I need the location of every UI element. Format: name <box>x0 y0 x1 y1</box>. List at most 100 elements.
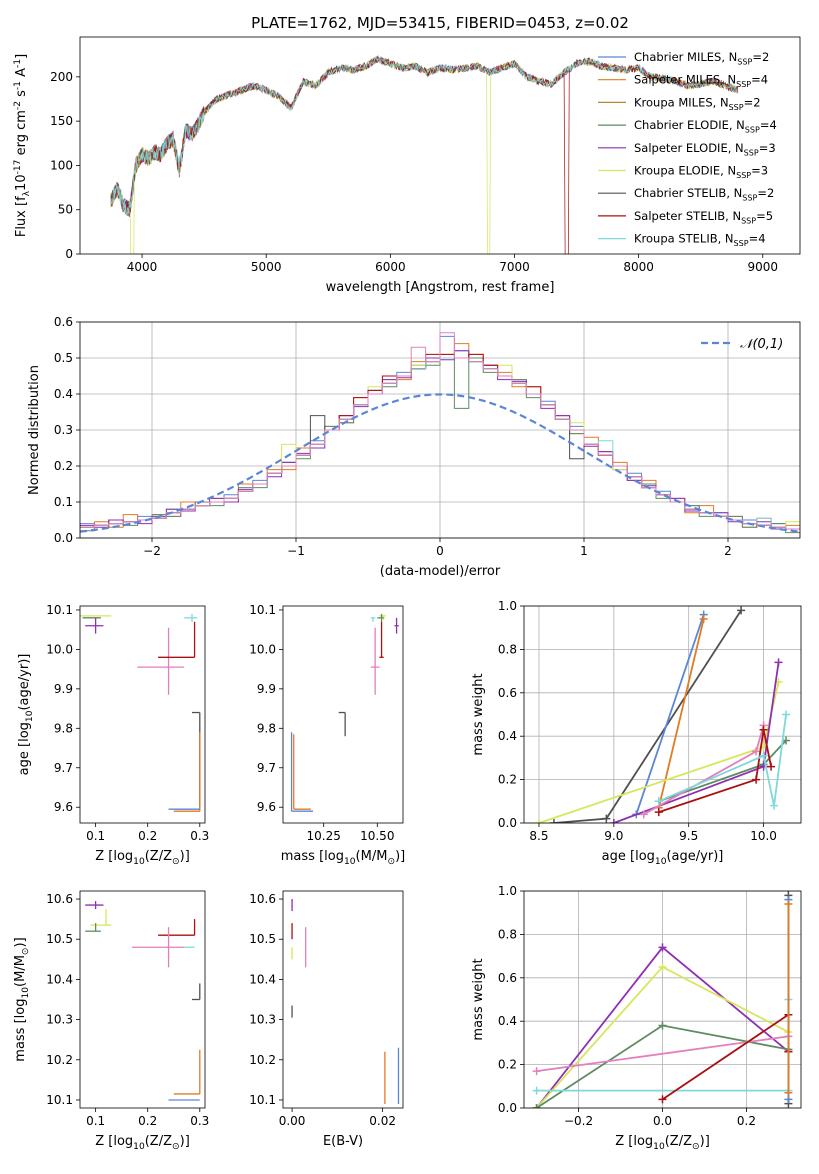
error-point <box>184 613 198 622</box>
axes-frame <box>523 605 802 824</box>
legend-label: Kroupa ELODIE, NSSP​=3 <box>634 164 768 180</box>
y-tick-label: 0.6 <box>54 315 73 329</box>
y-tick-label: 100 <box>50 158 73 172</box>
y-tick-label: 9.7 <box>257 761 276 775</box>
y-tick-label: 10.2 <box>249 1053 276 1067</box>
x-tick-label: 0.3 <box>190 829 209 843</box>
error-point <box>85 901 104 910</box>
y-tick-label: 10.3 <box>46 1013 73 1027</box>
x-tick-label: −2 <box>143 544 161 558</box>
x-tick-label: 4000 <box>127 260 158 274</box>
weight-line <box>658 729 772 814</box>
axes-frame <box>79 890 206 1109</box>
y-tick-label: 0.2 <box>54 459 73 473</box>
error-point <box>85 617 104 634</box>
gaussian-curve <box>80 393 800 533</box>
x-tick-label: 0.3 <box>190 1114 209 1128</box>
plot-area <box>291 899 400 1104</box>
y-tick-label: 10.1 <box>46 603 73 617</box>
weight-marker <box>737 606 746 615</box>
y-tick-label: 9.8 <box>257 721 276 735</box>
y-tick-label: 50 <box>58 203 73 217</box>
x-tick-label: 8.5 <box>529 829 548 843</box>
weight-marker <box>532 1104 541 1108</box>
x-tick-label: 0 <box>436 544 444 558</box>
y-tick-label: 10.5 <box>46 932 73 946</box>
chart-title: PLATE=1762, MJD=53415, FIBERID=0453, z=0… <box>251 14 629 32</box>
weight-marker <box>658 962 667 971</box>
legend-label: Salpeter ELODIE, NSSP​=3 <box>634 141 776 157</box>
y-tick-label: 0.2 <box>498 1058 517 1072</box>
error-point <box>191 983 201 1001</box>
axes-frame <box>282 890 404 1109</box>
y-tick-label: 0.3 <box>54 423 73 437</box>
x-tick-label: 0.02 <box>369 1114 396 1128</box>
weight-marker <box>654 797 663 806</box>
x-tick-label: 0.1 <box>86 1114 105 1128</box>
plot-area <box>290 613 399 812</box>
x-tick-label: 0.2 <box>138 829 157 843</box>
spectrum-line <box>110 56 739 216</box>
y-tick-label: 10.0 <box>249 642 276 656</box>
y-tick-label: 10.1 <box>249 603 276 617</box>
y-tick-label: 0 <box>65 247 73 261</box>
y-tick-label: 0.0 <box>498 1101 517 1115</box>
y-axis-label: mass weight <box>471 958 486 1040</box>
legend-label: Salpeter STELIB, NSSP​=5 <box>634 209 773 225</box>
legend-label: Chabrier ELODIE, NSSP​=4 <box>634 118 777 134</box>
y-tick-label: 0.8 <box>498 642 517 656</box>
legend-label: Kroupa STELIB, NSSP​=4 <box>634 232 766 248</box>
plot-area <box>85 901 201 1101</box>
weight-marker <box>609 819 618 823</box>
spectrum-line <box>110 54 739 216</box>
error-point <box>379 621 384 658</box>
x-axis-label: Z [log10​(Z/Z⊙​)] <box>95 849 190 867</box>
error-point <box>377 613 384 622</box>
x-tick-label: 6000 <box>375 260 406 274</box>
x-axis-label: mass [log10​(M/M⊙​)] <box>281 849 405 867</box>
weight-line <box>553 609 742 823</box>
weight-line <box>635 614 705 815</box>
y-tick-label: 0.4 <box>498 729 517 743</box>
plot-area <box>80 332 800 538</box>
x-tick-label: 2 <box>724 544 732 558</box>
axes-frame <box>79 321 801 539</box>
x-tick-label: 0.00 <box>279 1114 306 1128</box>
y-tick-label: 9.6 <box>257 800 276 814</box>
weight-marker <box>532 1067 541 1076</box>
axes-frame <box>79 605 206 824</box>
y-tick-label: 200 <box>50 70 73 84</box>
y-tick-label: 10.1 <box>249 1093 276 1107</box>
y-tick-label: 10.6 <box>46 892 73 906</box>
error-point <box>90 909 112 926</box>
y-tick-label: 10.3 <box>249 1013 276 1027</box>
y-tick-label: 1.0 <box>498 884 517 898</box>
y-tick-label: 0.1 <box>54 495 73 509</box>
x-tick-label: −1 <box>287 544 305 558</box>
x-tick-label: 5000 <box>251 260 282 274</box>
y-tick-label: 1.0 <box>498 599 517 613</box>
x-tick-label: 0.0 <box>653 1114 672 1128</box>
weight-marker <box>699 615 708 624</box>
x-tick-label: 0.2 <box>138 1114 157 1128</box>
error-point <box>137 627 185 695</box>
y-tick-label: 0.6 <box>498 686 517 700</box>
weight-vs-Z-axes: −0.2 0.0 0.2 0.0 0.2 0.4 0.6 0.8 1.0 Z [log10​(Z/… <box>471 884 802 1152</box>
y-tick-label: 0.0 <box>54 531 73 545</box>
y-tick-label: 9.6 <box>54 800 73 814</box>
y-tick-label: 10.0 <box>46 642 73 656</box>
x-tick-label: 0.2 <box>737 1114 756 1128</box>
weight-marker <box>784 900 793 909</box>
y-axis-label: mass weight <box>471 673 486 755</box>
y-tick-label: 0.4 <box>498 1014 517 1028</box>
weight-line <box>661 1013 790 1101</box>
plot-area <box>534 606 791 823</box>
x-axis-label: age [log10​(age/yr)] <box>602 849 724 867</box>
weight-marker <box>759 751 768 760</box>
x-axis-label: wavelength [Angstrom, rest frame] <box>326 280 555 295</box>
weight-marker <box>654 808 663 817</box>
error-point <box>293 734 311 810</box>
x-tick-label: 10.25 <box>307 829 341 843</box>
y-tick-label: 0.6 <box>498 971 517 985</box>
x-tick-label: 8000 <box>623 260 654 274</box>
